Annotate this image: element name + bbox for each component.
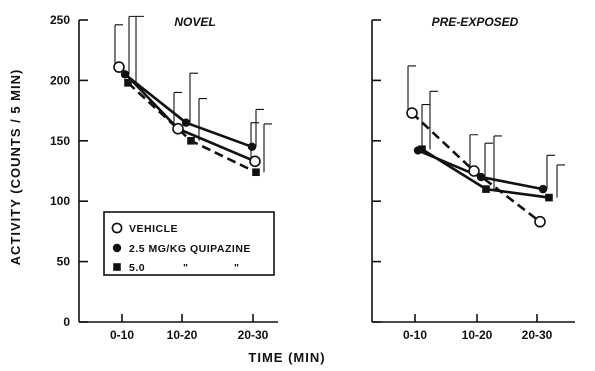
y-axis-title-group: ACTIVITY (COUNTS / 5 MIN): [8, 69, 23, 266]
y-tick-label: 50: [57, 255, 71, 269]
error-bar: [114, 24, 123, 68]
x-tick-label: 20-30: [522, 328, 553, 342]
legend-label: VEHICLE: [129, 223, 178, 235]
series-line: [124, 73, 253, 149]
error-bar: [198, 97, 207, 141]
error-bar: [429, 90, 438, 150]
legend-marker-filled-circle: [112, 243, 122, 253]
data-point-open-circle: [113, 61, 125, 73]
legend-marker-open-circle: [111, 222, 123, 234]
y-tick-label: 0: [63, 315, 70, 329]
legend-marker-filled-square: [113, 263, 121, 271]
data-point-filled-square: [482, 185, 490, 193]
legend-label: 5.0: [129, 262, 145, 274]
x-tick-label: 0-10: [403, 328, 427, 342]
series-line: [417, 149, 544, 191]
error-bar: [407, 65, 416, 114]
data-point-filled-square: [187, 137, 195, 145]
error-bar: [469, 134, 478, 171]
error-bar: [484, 142, 493, 178]
legend: VEHICLE 2.5 MG/KG QUIPAZINE 5.0 " ": [103, 211, 275, 276]
legend-ditto-mark: ": [183, 262, 188, 274]
x-axis-title: TIME (MIN): [248, 350, 325, 365]
legend-ditto-mark: ": [234, 262, 239, 274]
data-point-filled-circle: [247, 142, 257, 152]
x-tick-label: 0-10: [110, 328, 134, 342]
y-axis-title: ACTIVITY (COUNTS / 5 MIN): [8, 69, 23, 266]
x-tick-label: 10-20: [462, 328, 493, 342]
error-bar: [556, 164, 565, 198]
legend-box: [103, 211, 275, 276]
panel-title: NOVEL: [174, 15, 215, 29]
plot-layer: 0 50 100 150 200 250 0-10 10-20 20-30 NOVEL 0-10 10…: [50, 13, 575, 342]
error-bar: [128, 15, 137, 75]
data-point-filled-circle: [413, 146, 423, 155]
error-bar: [255, 108, 264, 147]
y-tick-label: 150: [50, 134, 70, 148]
legend-label: 2.5 MG/KG QUIPAZINE: [129, 243, 251, 255]
series-line: [118, 66, 256, 163]
error-bar: [546, 154, 555, 190]
data-point-open-circle: [172, 122, 184, 135]
data-point-filled-square: [124, 79, 132, 87]
y-tick-label: 100: [50, 194, 70, 208]
data-point-filled-circle: [538, 184, 548, 194]
panel-title: PRE-EXPOSED: [432, 15, 519, 29]
panel-2: 0-10 10-20 20-30 PRE-EXPOSED: [371, 15, 575, 342]
error-bar: [421, 104, 430, 151]
data-point-filled-square: [252, 168, 260, 177]
data-point-filled-circle: [181, 118, 191, 127]
error-bar: [263, 123, 272, 173]
panel-1: 0 50 100 150 200 250 0-10 10-20 20-30 NOVEL: [50, 13, 278, 342]
y-tick-label: 250: [50, 13, 70, 27]
data-point-open-circle: [534, 215, 546, 228]
data-point-open-circle: [249, 155, 261, 168]
error-bar: [250, 122, 259, 162]
data-point-open-circle: [406, 107, 418, 119]
x-tick-label: 20-30: [238, 328, 269, 342]
error-bar: [189, 72, 198, 123]
x-tick-label: 10-20: [167, 328, 198, 342]
data-point-open-circle: [468, 165, 480, 177]
error-bar: [135, 15, 144, 83]
data-point-filled-square: [545, 193, 553, 202]
y-tick-label: 200: [50, 73, 70, 87]
